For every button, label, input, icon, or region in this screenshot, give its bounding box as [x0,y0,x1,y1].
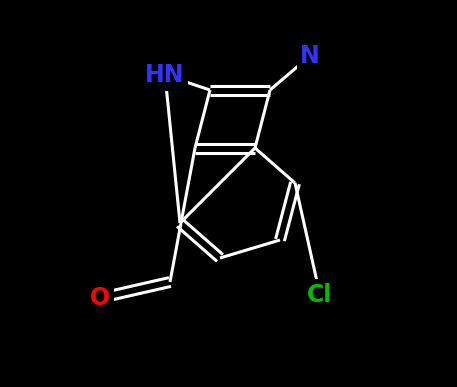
Text: Cl: Cl [307,283,333,307]
Text: O: O [90,286,110,310]
Text: HN: HN [145,63,185,87]
Text: N: N [300,44,320,68]
